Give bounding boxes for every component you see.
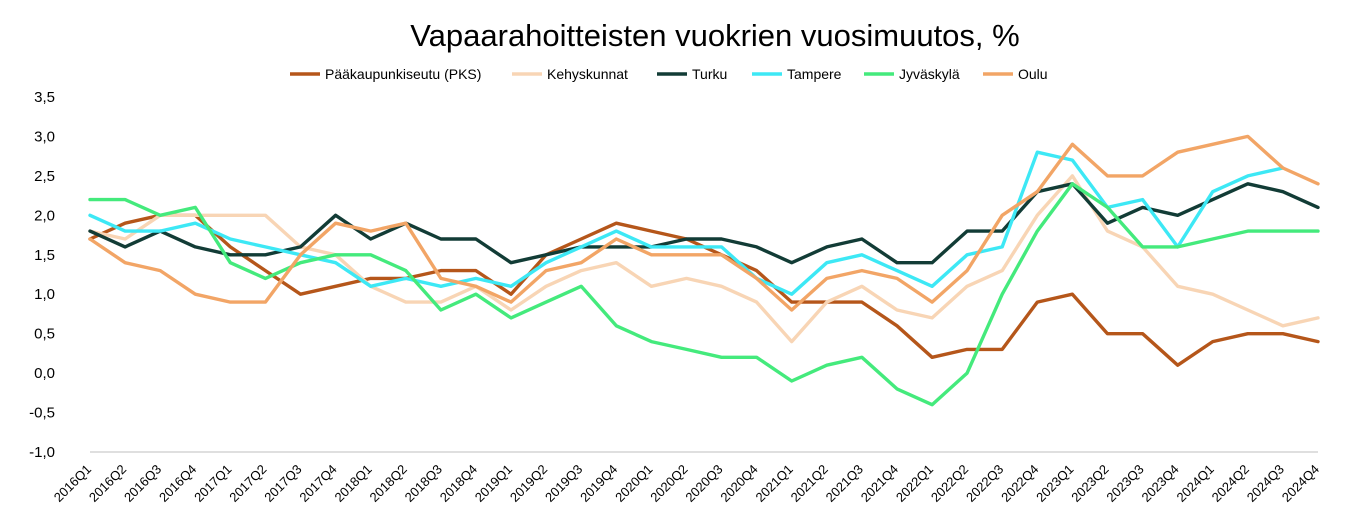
y-tick-label: 0,5 xyxy=(34,326,55,343)
x-tick-label: 2019Q1 xyxy=(472,462,515,505)
x-tick-label: 2021Q3 xyxy=(823,462,866,505)
legend-label-1: Kehyskunnat xyxy=(547,66,628,82)
x-tick-label: 2019Q2 xyxy=(507,462,550,505)
x-tick-label: 2017Q3 xyxy=(261,462,304,505)
legend-label-2: Turku xyxy=(692,66,727,82)
y-tick-label: 3,5 xyxy=(34,89,55,106)
y-tick-label: -1,0 xyxy=(29,444,55,461)
chart-title: Vapaarahoitteisten vuokrien vuosimuutos,… xyxy=(410,18,1019,53)
legend-label-0: Pääkaupunkiseutu (PKS) xyxy=(325,66,481,82)
x-tick-label: 2016Q3 xyxy=(121,462,164,505)
x-tick-label: 2017Q4 xyxy=(296,462,339,505)
x-tick-label: 2017Q1 xyxy=(191,462,234,505)
legend: Pääkaupunkiseutu (PKS) Kehyskunnat Turku Ta… xyxy=(290,66,1048,82)
x-tick-label: 2022Q1 xyxy=(893,462,936,505)
x-tick-label: 2017Q2 xyxy=(226,462,269,505)
series-line-2 xyxy=(88,182,1320,265)
x-tick-label: 2016Q1 xyxy=(51,462,94,505)
x-tick-label: 2018Q4 xyxy=(437,462,480,505)
x-axis: 2016Q12016Q22016Q32016Q42017Q12017Q22017… xyxy=(51,451,1322,505)
x-tick-label: 2023Q1 xyxy=(1033,462,1076,505)
x-tick-label: 2021Q2 xyxy=(788,462,831,505)
legend-label-5: Oulu xyxy=(1018,66,1048,82)
y-tick-label: 1,0 xyxy=(34,286,55,303)
legend-label-3: Tampere xyxy=(787,66,842,82)
x-tick-label: 2020Q3 xyxy=(682,462,725,505)
x-tick-label: 2018Q2 xyxy=(367,462,410,505)
y-tick-label: 1,5 xyxy=(34,247,55,264)
x-tick-label: 2021Q4 xyxy=(858,462,901,505)
x-tick-label: 2016Q2 xyxy=(86,462,129,505)
y-tick-label: -0,5 xyxy=(29,405,55,422)
x-tick-label: 2024Q1 xyxy=(1174,462,1217,505)
x-tick-label: 2019Q3 xyxy=(542,462,585,505)
x-tick-label: 2023Q2 xyxy=(1068,462,1111,505)
x-tick-label: 2020Q1 xyxy=(612,462,655,505)
y-tick-label: 3,0 xyxy=(34,128,55,145)
y-axis: 3,5 3,0 2,5 2,0 1,5 1,0 0,5 0,0 -0,5 -1,0 xyxy=(29,89,55,461)
legend-label-4: Jyväskylä xyxy=(899,66,960,82)
plot-series xyxy=(88,134,1320,407)
y-tick-label: 2,5 xyxy=(34,168,55,185)
x-tick-label: 2024Q3 xyxy=(1244,462,1287,505)
x-tick-label: 2022Q4 xyxy=(998,462,1041,505)
x-tick-label: 2024Q2 xyxy=(1209,462,1252,505)
series-line-3 xyxy=(88,150,1285,296)
y-tick-label: 2,0 xyxy=(34,207,55,224)
x-tick-label: 2022Q3 xyxy=(963,462,1006,505)
y-tick-label: 0,0 xyxy=(34,365,55,382)
x-tick-label: 2021Q1 xyxy=(753,462,796,505)
x-tick-label: 2018Q1 xyxy=(331,462,374,505)
x-tick-label: 2023Q3 xyxy=(1103,462,1146,505)
x-tick-label: 2016Q4 xyxy=(156,462,199,505)
series-line-1 xyxy=(88,174,1320,344)
x-tick-label: 2019Q4 xyxy=(577,462,620,505)
x-tick-label: 2023Q4 xyxy=(1138,462,1181,505)
x-tick-label: 2020Q4 xyxy=(717,462,760,505)
x-tick-label: 2022Q2 xyxy=(928,462,971,505)
x-tick-label: 2024Q4 xyxy=(1279,462,1322,505)
series-line-5 xyxy=(88,134,1320,312)
x-tick-label: 2020Q2 xyxy=(647,462,690,505)
x-tick-label: 2018Q3 xyxy=(402,462,445,505)
series-line-4 xyxy=(88,182,1320,407)
